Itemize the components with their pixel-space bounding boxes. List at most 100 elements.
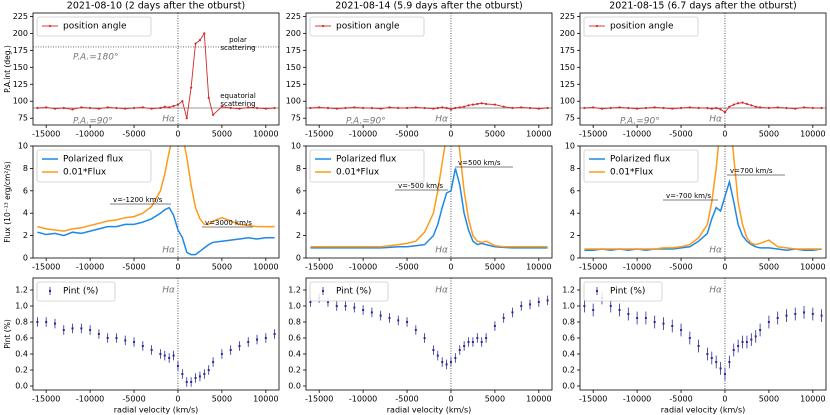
y-tick-label: 4	[23, 209, 28, 218]
y-tick-label: 175	[286, 46, 301, 55]
y-tick-label: 125	[13, 80, 28, 89]
x-tick-label: -15000	[579, 395, 607, 404]
point	[247, 106, 250, 109]
legend-label: position angle	[63, 22, 127, 32]
point	[264, 107, 267, 110]
point	[710, 107, 713, 110]
point	[185, 381, 188, 383]
point	[529, 303, 532, 306]
y-tick-label: 0.2	[562, 366, 575, 375]
point	[697, 106, 700, 110]
point	[493, 325, 496, 327]
point	[115, 106, 118, 110]
x-tick-label: -5000	[669, 395, 692, 404]
point	[463, 105, 466, 108]
y-tick-label: 2	[570, 231, 575, 240]
x-tick-label: -5000	[395, 395, 418, 404]
annotation: scattering	[220, 44, 255, 52]
legend: Polarized flux 0.01*Flux	[583, 149, 699, 183]
legend-box	[36, 281, 116, 302]
point	[520, 106, 523, 109]
point	[370, 106, 373, 110]
point	[335, 305, 338, 307]
point	[436, 354, 439, 357]
point	[794, 107, 797, 110]
point	[502, 105, 505, 108]
plot-area	[306, 13, 552, 125]
y-tick-label: 100	[286, 97, 301, 106]
point	[198, 39, 202, 42]
point	[785, 314, 788, 317]
legend-label: Pint (%)	[610, 287, 645, 297]
point	[212, 361, 215, 363]
x-tick-label: -5000	[122, 263, 145, 272]
x-tick-label: -10000	[623, 130, 651, 139]
annotation: v=700 km/s	[730, 167, 773, 175]
point	[776, 317, 779, 319]
point	[141, 345, 144, 347]
panel: -15000 -10000 -5000 0 5000 10000 0 2 4 6 8 10 v=-700…	[565, 142, 827, 272]
y-tick-label: 6	[23, 186, 28, 195]
series-line	[37, 146, 275, 232]
point	[326, 106, 330, 110]
x-tick-label: -5000	[122, 130, 145, 139]
y-tick-label: 125	[560, 80, 575, 89]
x-tick-label: 0	[175, 263, 180, 272]
point	[97, 333, 100, 335]
y-tick-label: 0	[296, 254, 301, 263]
point	[423, 337, 426, 339]
y-tick-label: 1.0	[288, 302, 301, 311]
y-tick-label: 0.6	[288, 334, 301, 343]
point	[362, 309, 365, 311]
x-tick-label: -15000	[32, 263, 60, 272]
point	[53, 322, 56, 325]
annotation: v=-700 km/s	[666, 192, 711, 200]
point	[414, 329, 417, 331]
point	[124, 107, 127, 110]
y-axis-label: P.A.int (deg.)	[3, 45, 12, 93]
y-tick-label: 10	[291, 142, 301, 151]
point	[115, 337, 118, 339]
y-tick-label: 1.2	[562, 286, 575, 295]
point	[776, 106, 779, 109]
x-tick-label: -10000	[76, 263, 104, 272]
x-tick-label: 0	[722, 395, 727, 404]
legend-label: Polarized flux	[610, 155, 671, 165]
point	[397, 319, 400, 322]
point	[476, 337, 479, 339]
point	[445, 363, 448, 366]
axes-frame	[32, 145, 280, 259]
point	[449, 108, 453, 111]
y-tick-label: 8	[296, 164, 301, 173]
point	[141, 106, 144, 109]
y-tick-label: 175	[560, 46, 575, 55]
x-axis-label: radial velocity (km/s)	[387, 406, 472, 415]
axes-frame	[305, 12, 553, 126]
point	[546, 106, 549, 110]
legend-label: 0.01*Flux	[610, 168, 654, 178]
plot-area	[33, 13, 279, 125]
point	[194, 42, 197, 45]
point	[62, 329, 65, 331]
point	[36, 321, 39, 323]
y-tick-label: 0.8	[15, 318, 28, 327]
x-tick-label: 10000	[253, 395, 278, 404]
point	[592, 106, 595, 109]
point	[133, 341, 136, 343]
x-tick-label: -15000	[305, 263, 333, 272]
point	[172, 104, 175, 108]
axes-frame	[305, 145, 553, 259]
point	[811, 106, 814, 110]
point	[662, 322, 665, 325]
series-line	[37, 206, 275, 256]
point	[454, 357, 457, 359]
point	[653, 321, 656, 323]
x-tick-label: 10000	[800, 395, 825, 404]
x-tick-label: -5000	[122, 395, 145, 404]
plot-area	[36, 278, 276, 390]
point	[168, 106, 171, 109]
x-tick-label: -15000	[579, 263, 607, 272]
legend-box	[309, 149, 425, 183]
x-tick-label: 5000	[759, 263, 779, 272]
point	[511, 106, 514, 110]
